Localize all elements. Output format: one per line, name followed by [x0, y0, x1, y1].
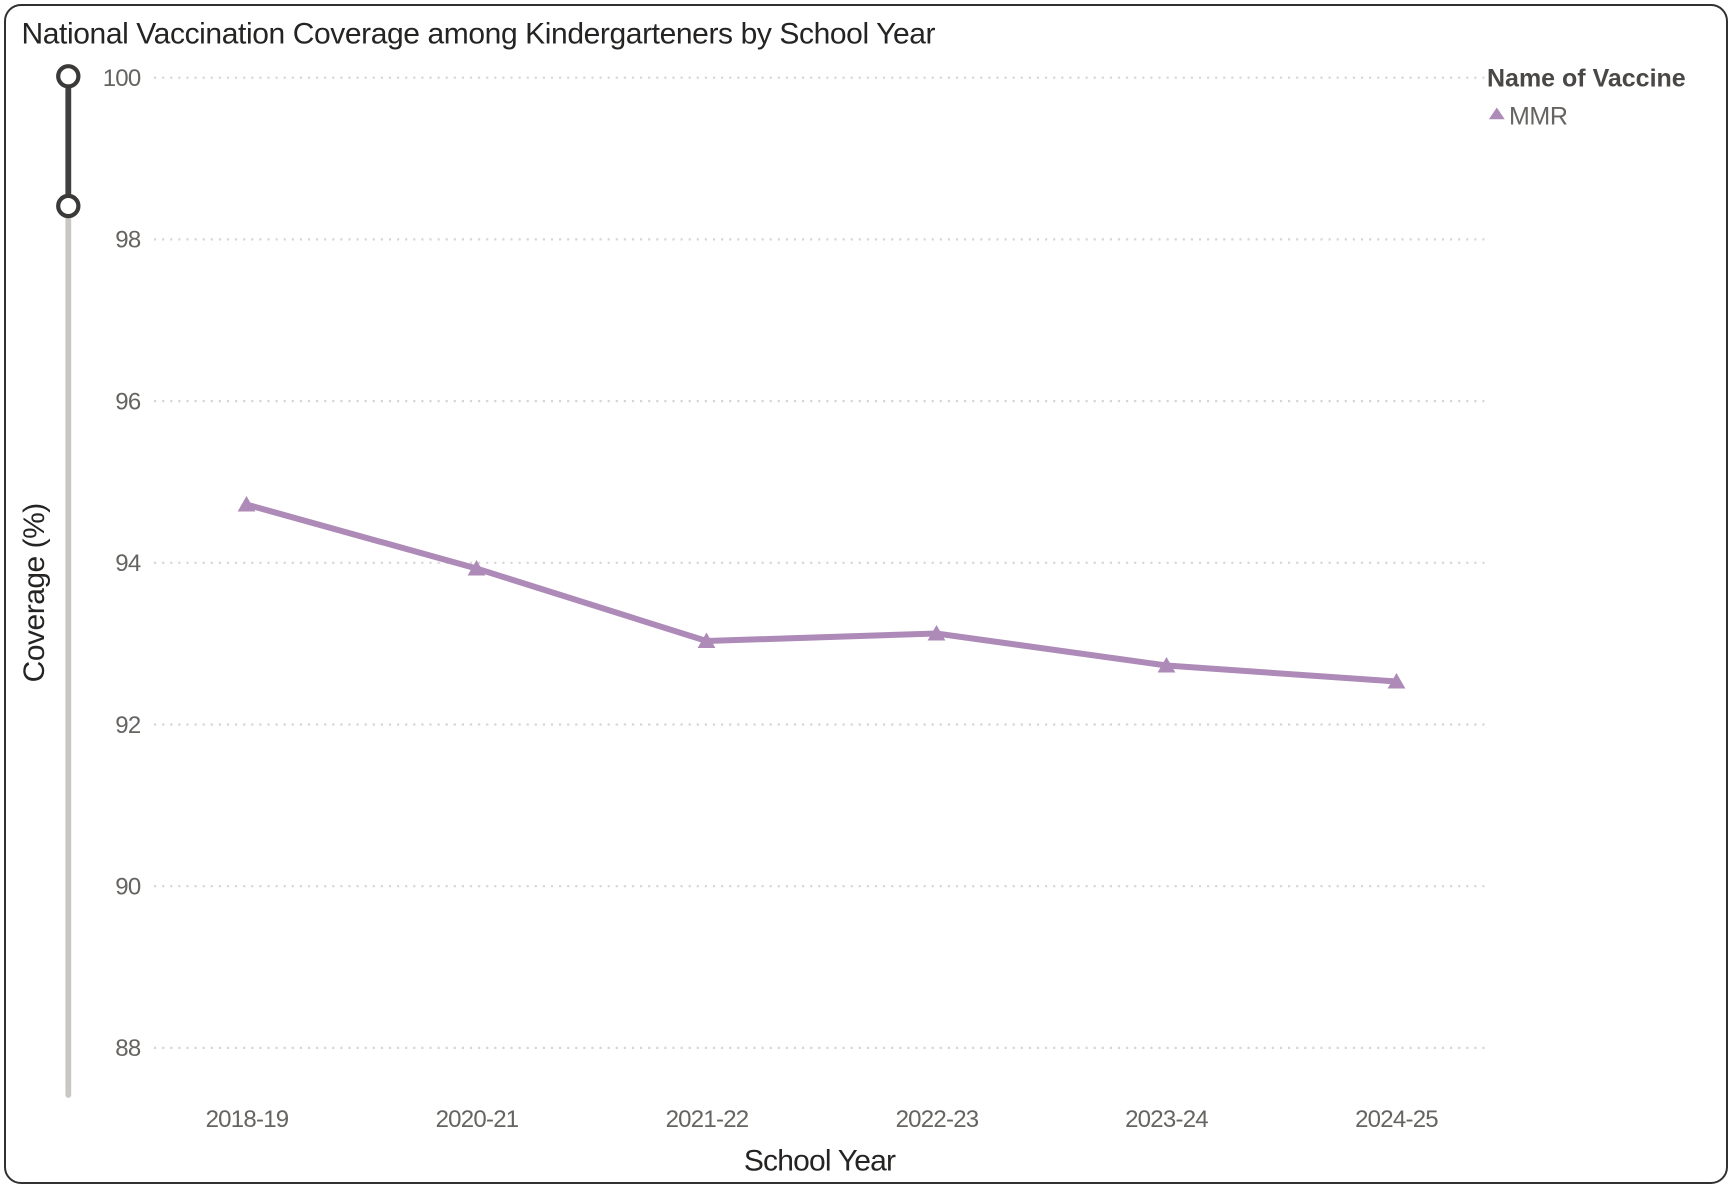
svg-text:2018-19: 2018-19 [206, 1106, 289, 1133]
svg-text:Name of Vaccine: Name of Vaccine [1487, 64, 1686, 92]
svg-text:MMR: MMR [1509, 103, 1568, 131]
svg-text:94: 94 [115, 550, 141, 577]
svg-text:88: 88 [115, 1035, 141, 1062]
svg-text:92: 92 [115, 712, 141, 739]
svg-text:2023-24: 2023-24 [1125, 1106, 1208, 1133]
svg-text:School Year: School Year [744, 1145, 896, 1178]
svg-text:100: 100 [103, 65, 141, 92]
svg-text:Coverage (%): Coverage (%) [18, 503, 51, 682]
svg-text:98: 98 [115, 227, 141, 254]
svg-text:96: 96 [115, 388, 141, 415]
svg-text:90: 90 [115, 874, 141, 901]
svg-text:National Vaccination Coverage: National Vaccination Coverage among Kind… [22, 17, 936, 50]
svg-text:2021-22: 2021-22 [666, 1106, 749, 1133]
svg-text:2024-25: 2024-25 [1355, 1106, 1438, 1133]
svg-text:2020-21: 2020-21 [436, 1106, 519, 1133]
svg-text:2022-23: 2022-23 [896, 1106, 979, 1133]
